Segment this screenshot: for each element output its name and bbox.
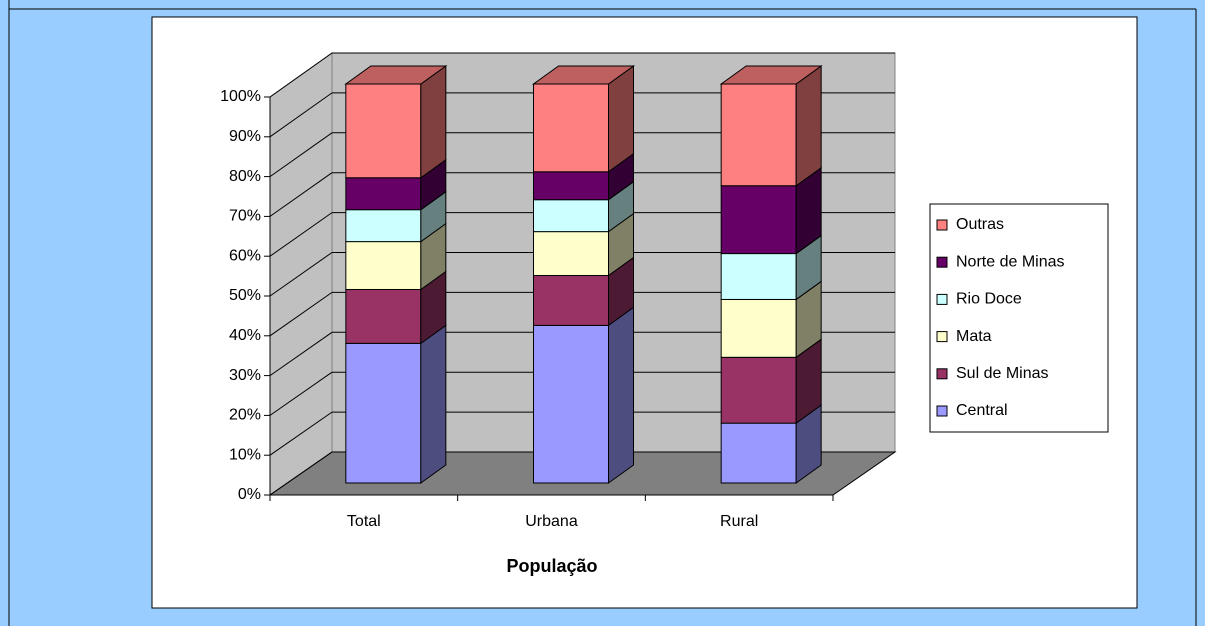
x-tick-label: Urbana bbox=[525, 513, 578, 530]
x-tick-label: Total bbox=[347, 513, 381, 530]
y-tick-label: 80% bbox=[229, 168, 261, 185]
grid-line bbox=[269, 291, 333, 337]
legend-label: Mata bbox=[956, 328, 992, 345]
bar-side bbox=[420, 324, 447, 484]
legend-label: Rio Doce bbox=[956, 291, 1022, 308]
bar-segment bbox=[720, 356, 797, 424]
bar-segment bbox=[345, 209, 422, 243]
grid-line bbox=[269, 331, 333, 377]
grid-line bbox=[269, 92, 333, 138]
bar-segment bbox=[533, 231, 609, 277]
bar-side bbox=[795, 65, 822, 187]
bar-segment bbox=[533, 171, 609, 201]
legend-swatch bbox=[936, 256, 948, 268]
bar-segment bbox=[533, 199, 609, 233]
bar-segment bbox=[345, 241, 422, 290]
grid-line bbox=[269, 132, 333, 178]
legend-swatch bbox=[936, 219, 948, 231]
legend bbox=[929, 203, 1109, 433]
bar-segment bbox=[720, 253, 797, 300]
x-axis-title: População bbox=[506, 556, 597, 576]
legend-swatch bbox=[936, 368, 948, 380]
y-tick-label: 20% bbox=[229, 407, 261, 424]
bar-top bbox=[344, 65, 448, 85]
bar-segment bbox=[345, 342, 422, 484]
y-tick-label: 60% bbox=[229, 247, 261, 264]
y-tick-label: 0% bbox=[238, 486, 261, 503]
y-tick-label: 90% bbox=[229, 128, 261, 145]
bar-segment bbox=[345, 83, 422, 179]
grid-line bbox=[269, 411, 333, 456]
x-tick-label: Rural bbox=[720, 513, 758, 530]
bar-segment bbox=[345, 177, 422, 211]
bar-segment bbox=[720, 185, 797, 255]
y-tick-label: 40% bbox=[229, 327, 261, 344]
y-tick-label: 10% bbox=[229, 446, 261, 463]
grid-line bbox=[269, 252, 333, 297]
legend-swatch bbox=[936, 331, 948, 343]
y-tick-label: 100% bbox=[220, 88, 261, 105]
y-tick-label: 70% bbox=[229, 208, 261, 225]
bar-segment bbox=[533, 83, 609, 173]
legend-label: Sul de Minas bbox=[956, 365, 1049, 382]
grid-line bbox=[269, 212, 333, 257]
grid-line bbox=[269, 371, 333, 416]
bar-segment bbox=[720, 298, 797, 358]
grid-line bbox=[269, 52, 333, 98]
bar-segment bbox=[533, 275, 609, 326]
y-tick-label: 50% bbox=[229, 287, 261, 304]
legend-label: Outras bbox=[956, 216, 1004, 233]
bar-top bbox=[719, 65, 823, 85]
bar-segment bbox=[720, 422, 797, 484]
bar-segment bbox=[345, 288, 422, 344]
grid-line bbox=[269, 451, 333, 496]
bar-top bbox=[531, 65, 636, 85]
bar-side bbox=[420, 65, 447, 179]
legend-swatch bbox=[936, 293, 948, 305]
legend-label: Central bbox=[956, 402, 1008, 419]
bar-segment bbox=[720, 83, 797, 187]
legend-swatch bbox=[936, 405, 948, 417]
grid-line bbox=[269, 172, 333, 217]
y-tick-label: 30% bbox=[229, 367, 261, 384]
bar-segment bbox=[533, 324, 609, 484]
legend-label: Norte de Minas bbox=[956, 253, 1065, 270]
bar-side bbox=[608, 306, 634, 484]
